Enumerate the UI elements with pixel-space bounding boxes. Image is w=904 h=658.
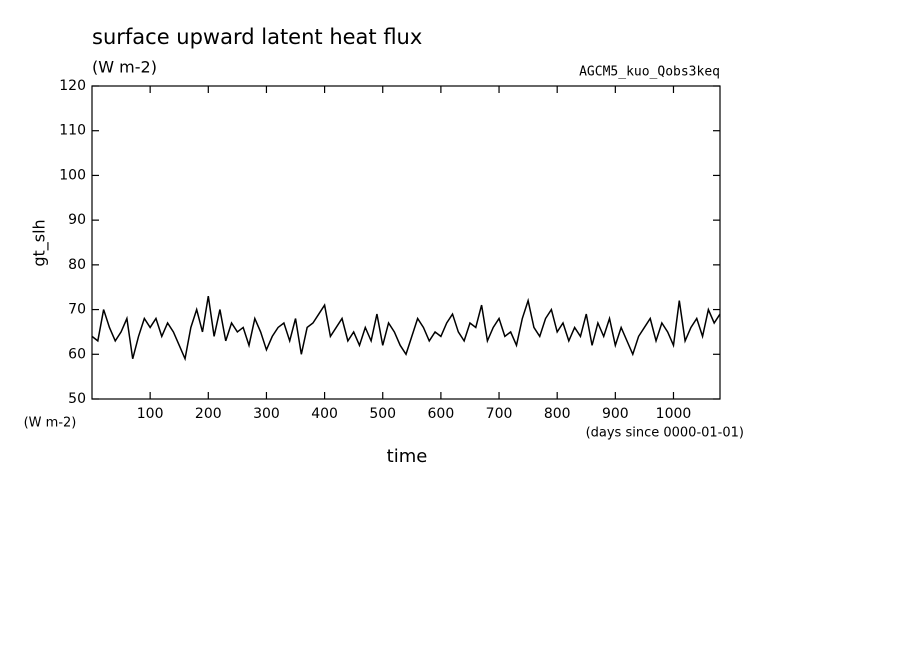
y-tick-label: 50	[68, 391, 86, 407]
plot-frame	[91, 85, 721, 400]
y-unit: (W m-2)	[24, 416, 77, 431]
y-tick-label: 80	[68, 257, 86, 273]
x-tick-label: 900	[602, 406, 629, 422]
y-tick-label: 90	[68, 212, 86, 228]
y-tick-label: 70	[68, 302, 86, 318]
x-tick-label: 800	[544, 406, 571, 422]
x-tick-label: 500	[369, 406, 396, 422]
x-tick-label: 600	[428, 406, 455, 422]
subtitle: (W m-2)	[92, 58, 157, 77]
data-line	[91, 296, 721, 362]
x-tick-label: 400	[311, 406, 338, 422]
y-tick-label: 60	[68, 346, 86, 362]
x-tick-label: 1000	[656, 406, 692, 422]
x-unit: (days since 0000-01-01)	[586, 426, 744, 441]
x-tick-label: 200	[195, 406, 222, 422]
chart-title: surface upward latent heat flux	[92, 25, 422, 49]
run-label: AGCM5_kuo_Qobs3keq	[579, 65, 720, 80]
y-tick-label: 120	[59, 78, 86, 94]
y-axis-label: gt_slh	[30, 219, 50, 266]
x-tick-label: 700	[486, 406, 513, 422]
y-tick-label: 110	[59, 123, 86, 139]
y-tick-label: 100	[59, 167, 86, 183]
x-tick-label: 100	[137, 406, 164, 422]
x-tick-label: 300	[253, 406, 280, 422]
x-axis-label: time	[387, 446, 428, 467]
